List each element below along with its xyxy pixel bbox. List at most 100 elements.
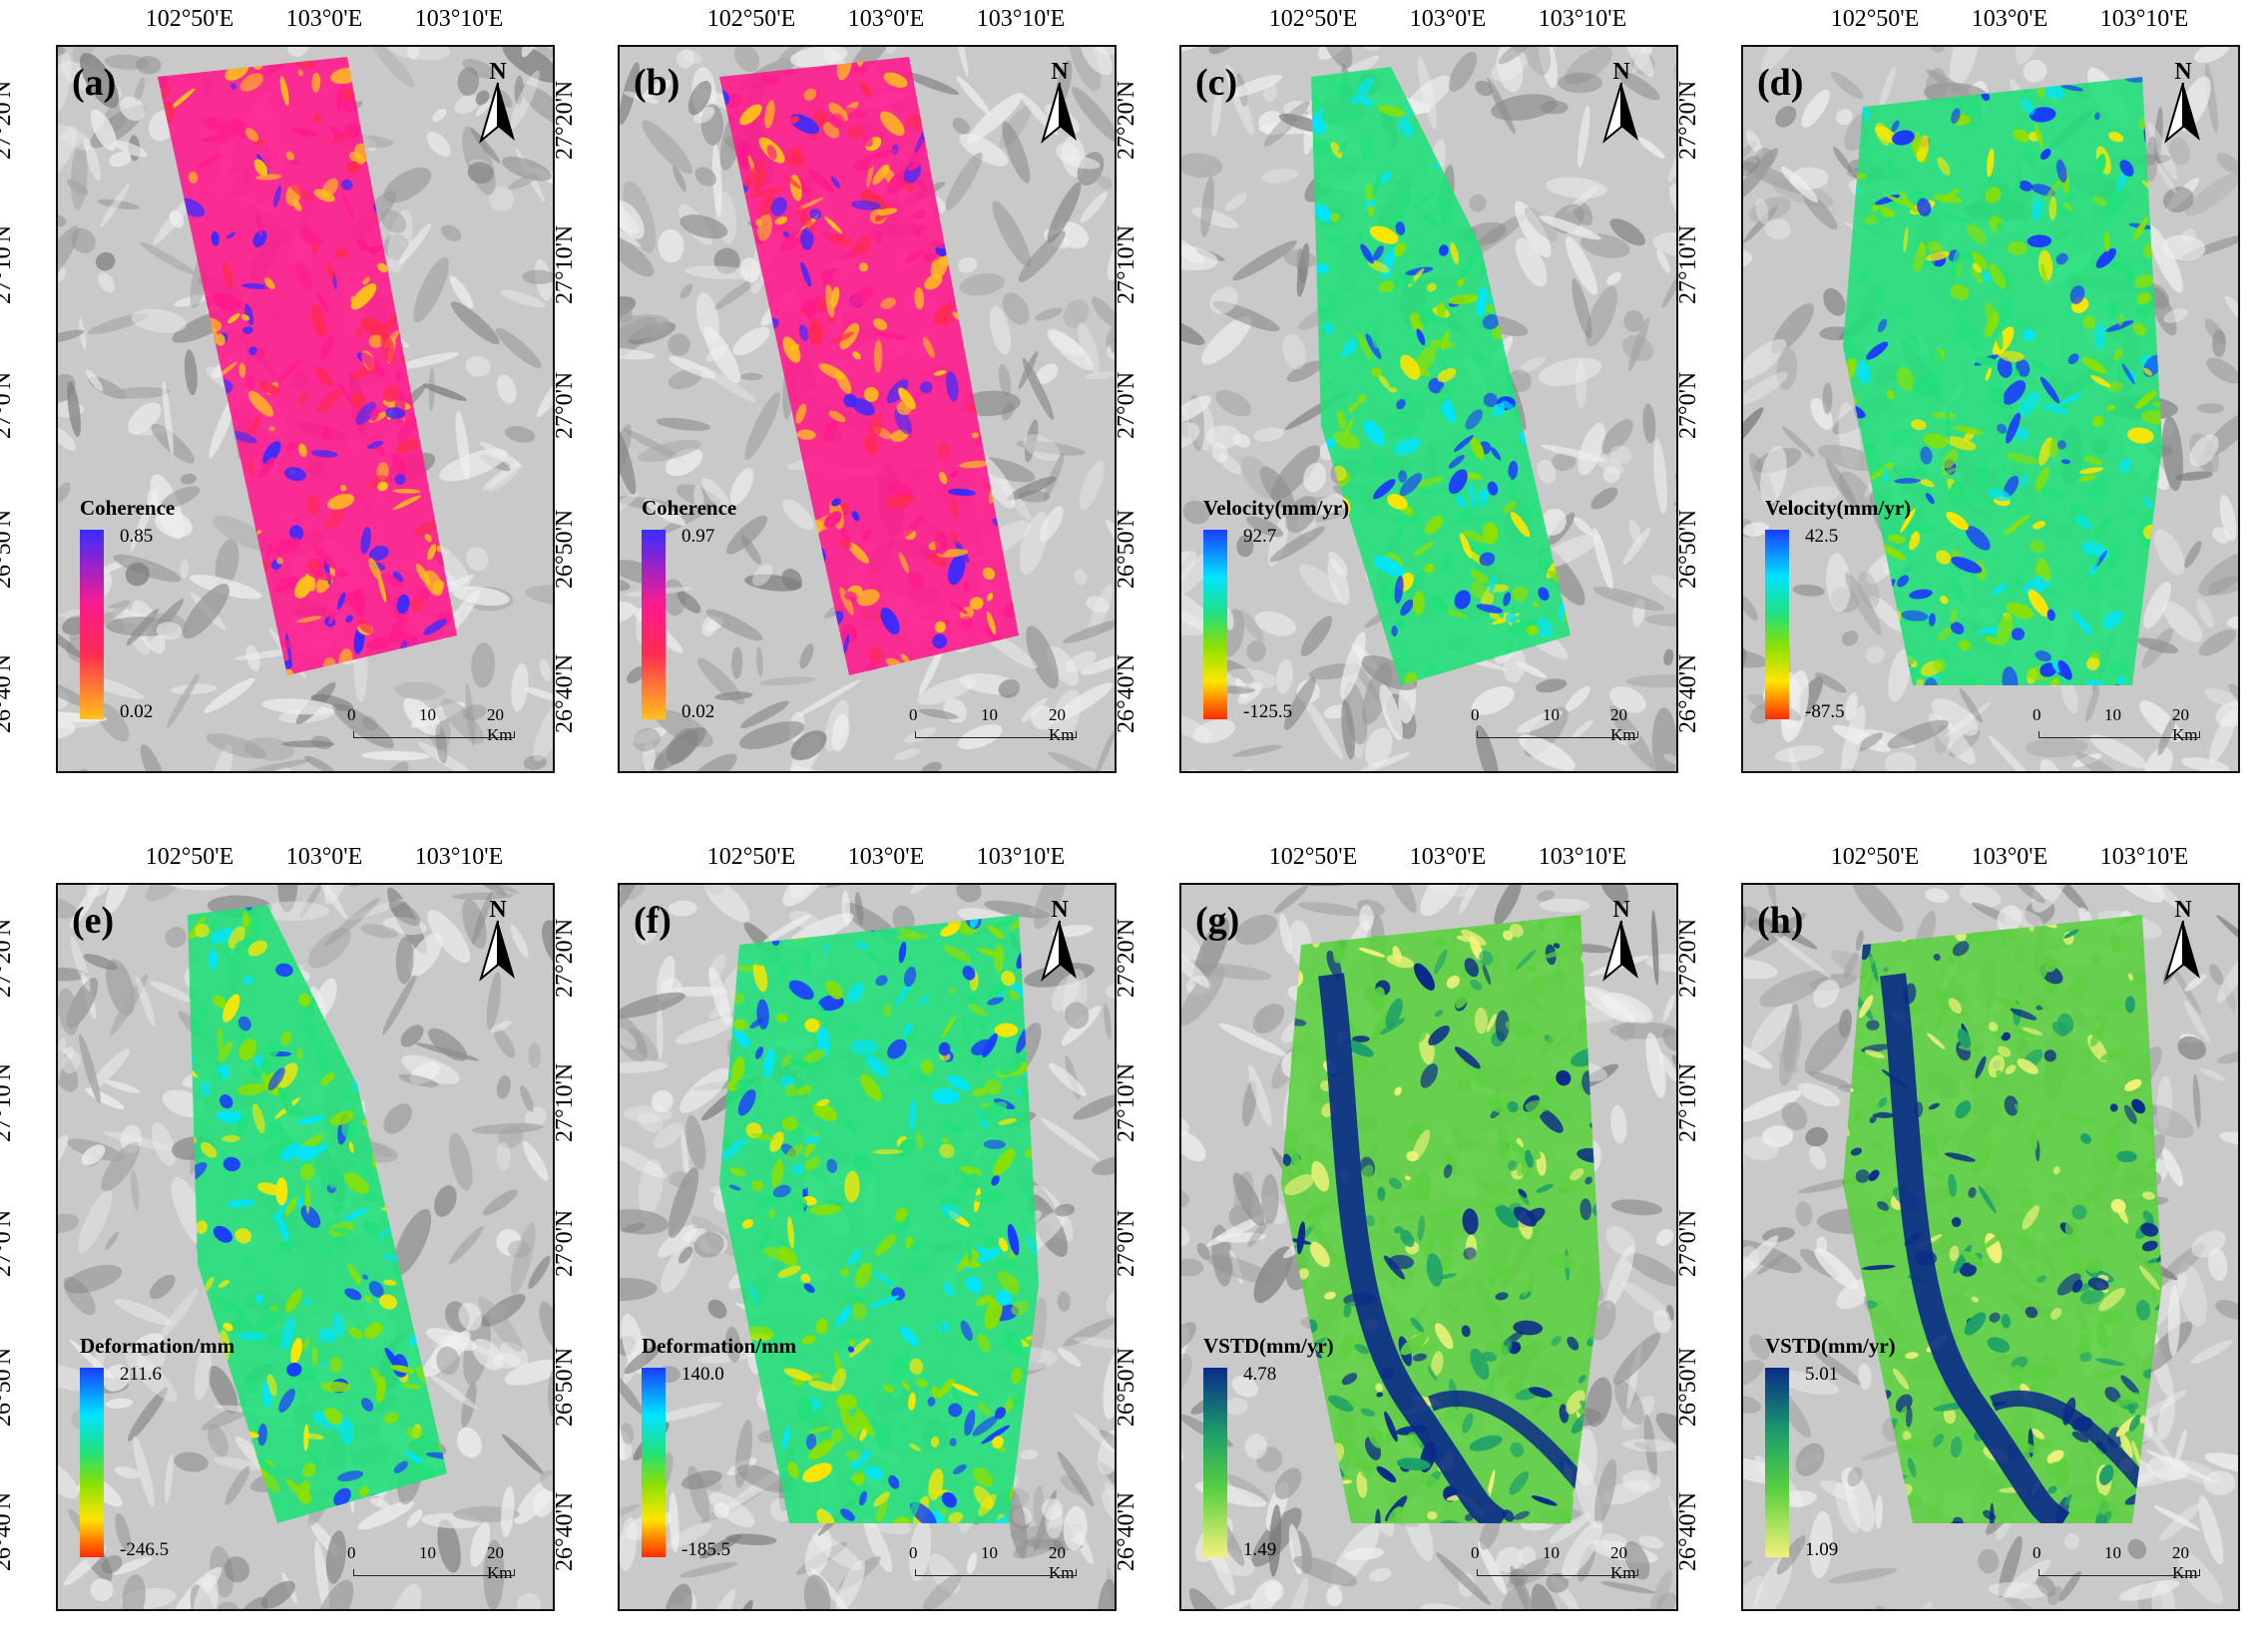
- latitude-label: 27°20'N: [1675, 80, 1701, 160]
- scale-zero: 0: [1471, 1543, 1480, 1562]
- scale-line: [2038, 1569, 2200, 1576]
- latitude-label: 27°10'N: [1114, 224, 1139, 304]
- legend: Coherence 0.97 0.02: [638, 496, 817, 735]
- scale-line: [915, 1569, 1077, 1576]
- latitude-label: 26°40'N: [0, 653, 16, 733]
- map-panel-f: 102°50'E 103°0'E 103°10'E 27°20'N 27°10'…: [552, 838, 1121, 1616]
- panel-id: (e): [72, 900, 115, 942]
- latitude-label: 27°20'N: [552, 80, 578, 160]
- scale-end: 20 Km: [487, 1543, 513, 1582]
- legend-max-value: 4.78: [1243, 1364, 1277, 1385]
- scale-line: [2038, 731, 2200, 738]
- north-arrow-icon: N: [479, 897, 515, 982]
- latitude-label: 26°40'N: [1114, 653, 1139, 733]
- legend-max-value: 0.97: [681, 526, 715, 547]
- scale-line: [353, 731, 515, 738]
- scale-zero: 0: [347, 1543, 356, 1562]
- longitude-label: 102°50'E: [706, 844, 796, 870]
- north-label: N: [1051, 59, 1069, 85]
- latitude-label: 27°20'N: [1114, 80, 1139, 160]
- scale-bar: 0 10 20 Km: [909, 1543, 1089, 1593]
- longitude-label: 103°10'E: [976, 6, 1066, 32]
- scale-bar: 0 10 20 Km: [2033, 705, 2212, 755]
- map-frame: (h) N VSTD(mm/yr) 5.01 1.09 0 10 20 Km: [1741, 883, 2240, 1611]
- data-swath: [1843, 77, 2162, 685]
- longitude-label: 103°10'E: [1538, 6, 1627, 32]
- north-arrow-icon: N: [2164, 897, 2200, 982]
- scale-mid: 10: [2104, 1543, 2121, 1562]
- north-arrow-icon: N: [1041, 897, 1077, 982]
- legend: VSTD(mm/yr) 5.01 1.09: [1761, 1334, 1941, 1573]
- legend: Deformation/mm 140.0 -185.5: [638, 1334, 817, 1573]
- longitude-label: 103°0'E: [1971, 844, 2048, 870]
- legend-title: Deformation/mm: [80, 1334, 235, 1358]
- scale-mid: 10: [981, 1543, 998, 1562]
- panel-id: (d): [1757, 62, 1804, 104]
- legend-min-value: 1.49: [1243, 1539, 1277, 1560]
- legend-max-value: 92.7: [1243, 526, 1277, 547]
- scale-mid: 10: [419, 1543, 436, 1562]
- longitude-label: 103°0'E: [1971, 6, 2048, 32]
- scale-bar: 0 10 20 Km: [347, 705, 527, 755]
- map-frame: (a) N Coherence 0.85 0.02 0 10 20 Km: [56, 45, 555, 773]
- legend-title: Coherence: [80, 496, 176, 520]
- scale-end: 20 Km: [2172, 1543, 2198, 1582]
- longitude-label: 102°50'E: [1268, 844, 1358, 870]
- data-swath: [1281, 915, 1600, 1523]
- map-frame: (g) N VSTD(mm/yr) 4.78 1.49 0 10 20 Km: [1179, 883, 1678, 1611]
- legend-min-value: 0.02: [120, 701, 154, 722]
- scale-zero: 0: [2033, 705, 2041, 724]
- map-panel-e: 102°50'E 103°0'E 103°10'E 27°20'N 27°10'…: [0, 838, 559, 1616]
- map-frame: (e) N Deformation/mm 211.6 -246.5 0 10 2…: [56, 883, 555, 1611]
- map-frame: (f) N Deformation/mm 140.0 -185.5 0 10 2…: [618, 883, 1117, 1611]
- legend-title: VSTD(mm/yr): [1765, 1334, 1896, 1358]
- legend-min-value: 0.02: [681, 701, 715, 722]
- scale-bar: 0 10 20 Km: [2033, 1543, 2212, 1593]
- legend-min-value: -87.5: [1805, 701, 1845, 722]
- map-frame: (d) N Velocity(mm/yr) 42.5 -87.5 0 10 20…: [1741, 45, 2240, 773]
- panel-id: (c): [1195, 62, 1238, 104]
- north-arrow-icon: N: [1602, 897, 1638, 982]
- longitude-label: 103°10'E: [1538, 844, 1627, 870]
- legend-title: Coherence: [642, 496, 737, 520]
- scale-line: [1477, 731, 1638, 738]
- latitude-label: 27°20'N: [1675, 918, 1701, 998]
- scale-end: 20 Km: [1049, 705, 1075, 744]
- map-panel-c: 102°50'E 103°0'E 103°10'E 27°20'N 27°10'…: [1114, 0, 1682, 778]
- longitude-label: 103°10'E: [2099, 844, 2189, 870]
- north-arrow-icon: N: [1602, 59, 1638, 144]
- scale-mid: 10: [1543, 705, 1560, 724]
- scale-mid: 10: [1543, 1543, 1560, 1562]
- data-swath: [158, 57, 457, 675]
- legend-color-ramp: [80, 530, 104, 719]
- legend: Deformation/mm 211.6 -246.5: [76, 1334, 255, 1573]
- legend: Coherence 0.85 0.02: [76, 496, 255, 735]
- scale-zero: 0: [909, 705, 918, 724]
- latitude-label: 27°0'N: [0, 371, 16, 439]
- legend-color-ramp: [80, 1368, 104, 1557]
- latitude-label: 27°10'N: [0, 224, 16, 304]
- scale-mid: 10: [419, 705, 436, 724]
- longitude-label: 103°10'E: [414, 6, 504, 32]
- latitude-label: 26°50'N: [1675, 509, 1701, 589]
- latitude-label: 27°10'N: [552, 224, 578, 304]
- longitude-label: 103°0'E: [1409, 6, 1487, 32]
- panel-id: (h): [1757, 900, 1804, 942]
- latitude-label: 27°20'N: [0, 918, 16, 998]
- longitude-label: 103°10'E: [976, 844, 1066, 870]
- longitude-label: 102°50'E: [1830, 844, 1920, 870]
- legend-min-value: 1.09: [1805, 1539, 1839, 1560]
- scale-end: 20 Km: [487, 705, 513, 744]
- north-label: N: [489, 59, 507, 85]
- latitude-label: 27°10'N: [0, 1062, 16, 1142]
- latitude-label: 26°50'N: [0, 1347, 16, 1427]
- latitude-label: 27°0'N: [552, 371, 578, 439]
- panel-id: (b): [634, 62, 680, 104]
- north-label: N: [1051, 897, 1069, 923]
- scale-mid: 10: [2104, 705, 2121, 724]
- latitude-label: 26°50'N: [1114, 1347, 1139, 1427]
- latitude-label: 27°20'N: [0, 80, 16, 160]
- legend-max-value: 42.5: [1805, 526, 1839, 547]
- scale-zero: 0: [909, 1543, 918, 1562]
- scale-bar: 0 10 20 Km: [347, 1543, 527, 1593]
